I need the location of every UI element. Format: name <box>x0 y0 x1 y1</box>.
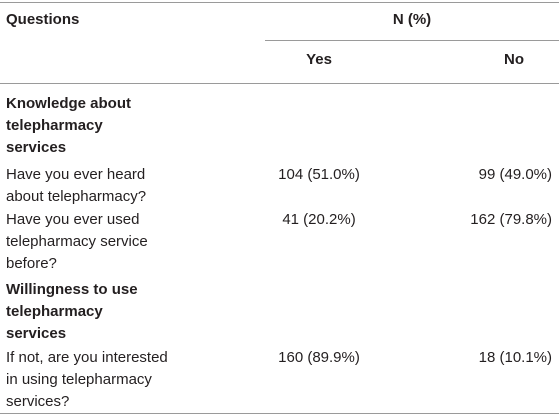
header-n: N (%) <box>392 11 432 28</box>
no-value: 18 (10.1%) <box>478 349 552 366</box>
top-rule <box>0 2 559 3</box>
header-rule <box>0 83 559 84</box>
yes-value: 104 (51.0%) <box>278 166 360 183</box>
section-title: Willingness to use telepharmacy services <box>6 281 138 342</box>
question: Have you ever used telepharmacy service … <box>6 211 148 272</box>
header-questions: Questions <box>6 11 80 28</box>
section-title: Knowledge about telepharmacy services <box>6 95 131 156</box>
no-value: 162 (79.8%) <box>470 211 552 228</box>
header-yes: Yes <box>306 51 332 68</box>
yes-value: 160 (89.9%) <box>278 349 360 366</box>
question: Have you ever heard about telepharmacy? <box>6 166 147 205</box>
question: If not, are you interested in using tele… <box>6 349 168 410</box>
table-row: Have you ever heard about telepharmacy? 1… <box>0 159 559 208</box>
yes-value: 41 (20.2%) <box>282 211 356 228</box>
no-value: 99 (49.0%) <box>478 166 552 183</box>
header-subrule <box>265 40 559 41</box>
header-no: No <box>504 51 524 68</box>
table-body: Knowledge about telepharmacy services Hav… <box>0 84 559 413</box>
table-row: Have you ever used telepharmacy service … <box>0 208 559 275</box>
table-row: If not, are you interested in using tele… <box>0 345 559 413</box>
